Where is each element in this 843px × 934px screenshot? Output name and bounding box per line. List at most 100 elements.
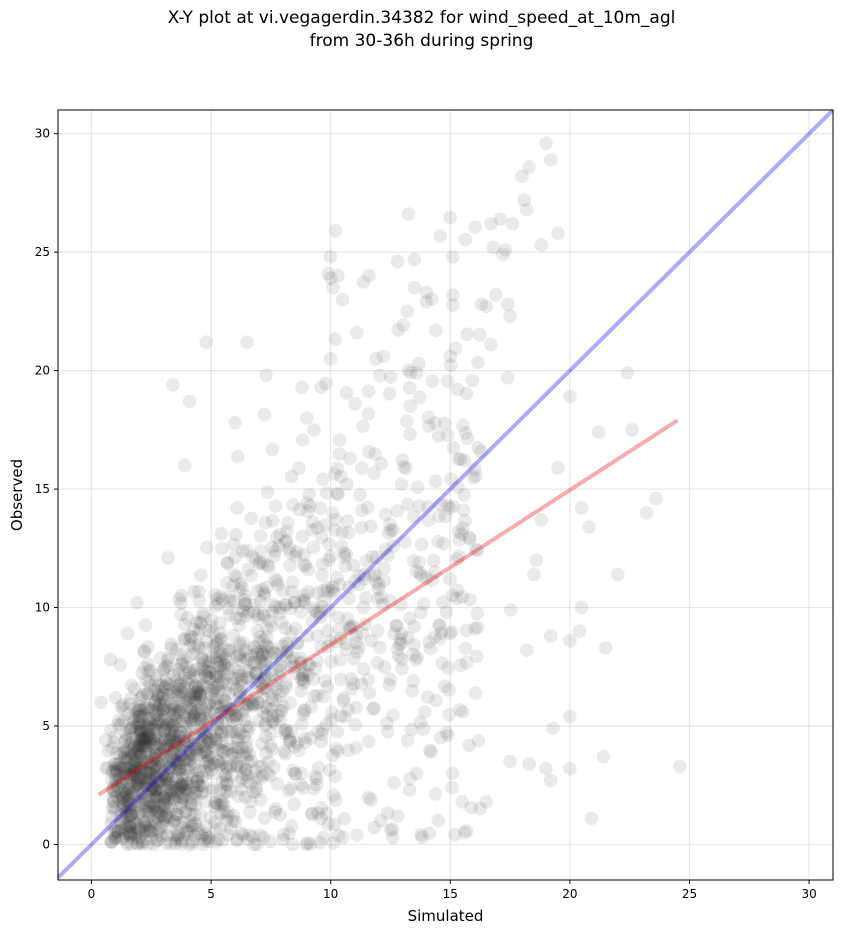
scatter-point	[336, 694, 351, 708]
scatter-point	[238, 713, 252, 727]
scatter-point	[153, 737, 168, 752]
scatter-point	[337, 811, 352, 826]
scatter-point	[160, 772, 174, 786]
scatter-point	[228, 814, 243, 829]
scatter-point	[280, 637, 295, 652]
scatter-point	[298, 559, 313, 573]
scatter-point	[431, 429, 446, 443]
scatter-point	[259, 663, 274, 678]
scatter-point	[310, 771, 324, 786]
scatter-point	[148, 696, 162, 711]
scatter-point	[112, 793, 127, 807]
scatter-point	[120, 753, 134, 768]
scatter-point	[106, 793, 121, 808]
scatter-point	[356, 419, 370, 434]
scatter-point	[454, 527, 469, 541]
scatter-point	[139, 764, 153, 778]
scatter-point	[178, 753, 192, 768]
scatter-point	[142, 674, 156, 689]
scatter-point	[117, 766, 132, 780]
scatter-point	[169, 739, 183, 754]
scatter-point	[165, 731, 180, 745]
scatter-point	[295, 380, 309, 395]
scatter-point	[416, 597, 431, 611]
scatter-point	[179, 826, 194, 841]
scatter-point	[169, 753, 184, 768]
scatter-point	[133, 822, 147, 836]
scatter-point	[132, 780, 146, 794]
scatter-point	[341, 525, 356, 540]
scatter-point	[457, 825, 472, 840]
chart-title: X-Y plot at vi.vegagerdin.34382 for wind…	[167, 8, 676, 28]
scatter-point	[488, 288, 503, 302]
scatter-point	[117, 740, 131, 754]
scatter-point	[287, 797, 301, 812]
scatter-point	[134, 773, 149, 787]
scatter-point	[209, 592, 224, 606]
scatter-point	[212, 754, 226, 769]
scatter-point	[123, 787, 138, 801]
scatter-point	[290, 545, 304, 559]
scatter-point	[334, 709, 348, 723]
scatter-point	[119, 769, 134, 784]
scatter-point	[343, 622, 358, 636]
scatter-point	[342, 580, 357, 594]
scatter-point	[199, 699, 214, 714]
scatter-point	[136, 813, 151, 827]
scatter-point	[182, 752, 197, 767]
scatter-point	[264, 702, 278, 717]
scatter-point	[294, 766, 309, 781]
scatter-point	[178, 716, 193, 730]
scatter-point	[199, 819, 213, 834]
scatter-point	[200, 748, 215, 763]
scatter-point	[348, 396, 362, 411]
scatter-point	[127, 747, 141, 761]
scatter-point	[340, 514, 355, 528]
scatter-point	[242, 828, 257, 842]
scatter-point	[188, 762, 203, 777]
scatter-point	[199, 745, 213, 759]
scatter-point	[185, 834, 200, 848]
scatter-point	[149, 769, 164, 784]
scatter-point	[390, 809, 405, 823]
scatter-point	[301, 668, 316, 682]
scatter-point	[136, 739, 150, 753]
scatter-point	[210, 717, 225, 731]
scatter-point	[146, 797, 161, 812]
scatter-point	[258, 657, 272, 672]
scatter-point	[292, 461, 306, 476]
scatter-point	[214, 632, 229, 646]
scatter-point	[442, 708, 457, 722]
scatter-point	[225, 747, 239, 761]
scatter-point	[308, 769, 322, 784]
scatter-point	[515, 169, 529, 184]
scatter-point	[449, 591, 464, 606]
scatter-point	[194, 829, 209, 843]
scatter-point	[155, 731, 170, 745]
scatter-point	[378, 507, 393, 522]
scatter-point	[260, 645, 275, 659]
scatter-point	[175, 834, 189, 848]
scatter-point	[187, 663, 201, 677]
scatter-point	[244, 568, 258, 583]
scatter-point	[474, 297, 489, 312]
scatter-point	[263, 768, 277, 783]
scatter-point	[239, 762, 253, 777]
scatter-point	[301, 562, 316, 577]
scatter-point	[406, 674, 421, 688]
scatter-point	[141, 701, 156, 716]
scatter-point	[171, 765, 186, 780]
scatter-point	[129, 709, 143, 723]
scatter-point	[169, 736, 183, 750]
scatter-point	[313, 835, 327, 850]
scatter-point	[173, 790, 188, 804]
scatter-point	[129, 828, 143, 842]
scatter-point	[253, 529, 268, 543]
scatter-point	[137, 738, 152, 752]
scatter-point	[349, 741, 364, 755]
scatter-point	[197, 834, 212, 848]
scatter-point	[358, 617, 373, 632]
scatter-point	[149, 817, 164, 831]
scatter-point	[135, 666, 149, 680]
scatter-point	[141, 793, 156, 808]
